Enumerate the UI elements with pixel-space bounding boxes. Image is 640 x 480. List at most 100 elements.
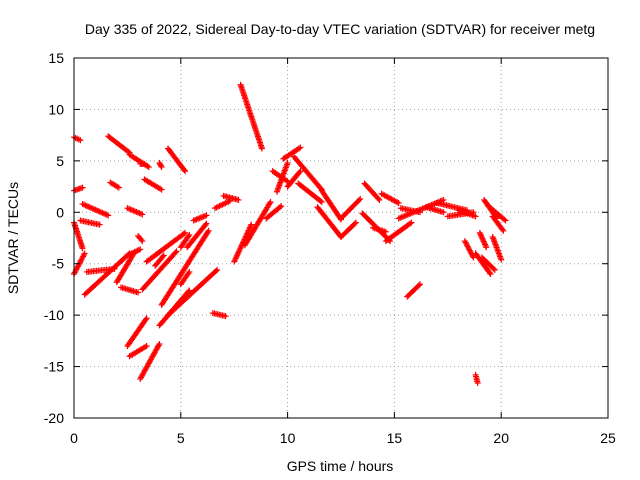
- data-point: [202, 221, 209, 228]
- data-point: [185, 233, 192, 240]
- data-track: [152, 252, 167, 269]
- data-point: [486, 269, 493, 276]
- x-tick-label: 25: [600, 430, 616, 446]
- data-track: [461, 238, 477, 261]
- data-point: [115, 184, 122, 191]
- data-track: [485, 203, 509, 224]
- x-tick-label: 15: [387, 430, 403, 446]
- data-track: [291, 153, 325, 193]
- data-track: [382, 219, 415, 245]
- data-track: [404, 281, 424, 300]
- data-track: [231, 221, 255, 265]
- data-point: [138, 236, 145, 243]
- data-point: [205, 227, 212, 234]
- data-point: [499, 226, 506, 233]
- data-point: [407, 220, 414, 227]
- data-track: [378, 190, 402, 207]
- data-point: [125, 148, 132, 155]
- data-track: [190, 212, 210, 224]
- data-points: [71, 81, 509, 387]
- data-point: [483, 244, 490, 251]
- data-point: [204, 229, 211, 236]
- data-point: [487, 271, 494, 277]
- data-track: [220, 192, 242, 203]
- data-point: [376, 196, 383, 203]
- data-track: [269, 168, 291, 185]
- data-point: [142, 316, 149, 323]
- data-track: [124, 205, 146, 218]
- data-track: [209, 310, 229, 320]
- data-point: [139, 211, 146, 218]
- data-track: [370, 224, 389, 235]
- data-point: [284, 159, 291, 166]
- data-track: [177, 268, 193, 288]
- data-track: [478, 254, 498, 273]
- data-point: [491, 266, 498, 273]
- data-point: [186, 268, 193, 275]
- data-point: [296, 145, 303, 152]
- y-axis-label: SDTVAR / TECUs: [5, 182, 21, 294]
- data-track: [135, 232, 146, 245]
- data-track: [241, 199, 274, 249]
- data-point: [266, 200, 273, 207]
- data-point: [158, 186, 165, 193]
- data-point: [490, 265, 497, 272]
- data-point: [185, 270, 192, 277]
- data-track: [295, 180, 325, 205]
- data-track: [338, 219, 359, 240]
- data-point: [375, 195, 382, 202]
- x-tick-label: 0: [70, 430, 78, 446]
- data-track: [476, 229, 490, 251]
- data-point: [267, 199, 274, 205]
- data-point: [235, 196, 242, 203]
- data-point: [155, 342, 162, 349]
- data-point: [214, 266, 221, 273]
- data-point: [296, 169, 303, 176]
- data-point: [158, 164, 165, 171]
- data-track: [124, 315, 150, 349]
- data-point: [182, 168, 189, 175]
- y-tick-label: 5: [56, 153, 64, 169]
- data-track: [137, 340, 163, 382]
- x-axis-ticks: 0 5 10 15 20 25: [70, 58, 616, 446]
- data-point: [159, 253, 166, 260]
- data-point: [501, 216, 508, 223]
- data-point: [318, 199, 325, 205]
- data-point: [77, 137, 84, 144]
- x-tick-label: 10: [280, 430, 296, 446]
- data-point: [474, 380, 481, 387]
- data-track: [117, 284, 142, 296]
- data-point: [417, 209, 424, 216]
- data-point: [500, 227, 507, 234]
- data-point: [186, 287, 193, 294]
- data-track: [338, 195, 364, 222]
- data-point: [472, 213, 479, 220]
- data-point: [79, 184, 86, 191]
- data-track: [314, 204, 344, 240]
- data-point: [317, 198, 324, 205]
- data-point: [185, 288, 192, 295]
- y-tick-label: -10: [44, 307, 64, 323]
- data-point: [276, 204, 283, 211]
- data-point: [172, 249, 179, 256]
- data-point: [278, 203, 285, 210]
- data-track: [143, 229, 189, 265]
- data-point: [417, 281, 424, 288]
- data-point: [502, 217, 509, 224]
- data-point: [203, 212, 210, 219]
- data-track: [126, 343, 150, 360]
- data-track: [423, 204, 447, 216]
- data-point: [156, 340, 163, 347]
- data-track: [263, 203, 285, 222]
- data-track: [397, 205, 424, 216]
- data-point: [145, 164, 152, 171]
- data-point: [79, 245, 86, 252]
- data-point: [248, 221, 255, 228]
- y-axis-ticks: -20 -15 -10 -5 0 5 10 15: [44, 50, 608, 426]
- data-point: [182, 229, 189, 236]
- data-track: [184, 220, 210, 251]
- data-point: [440, 209, 447, 216]
- data-point: [181, 166, 188, 173]
- y-tick-label: 0: [56, 204, 64, 220]
